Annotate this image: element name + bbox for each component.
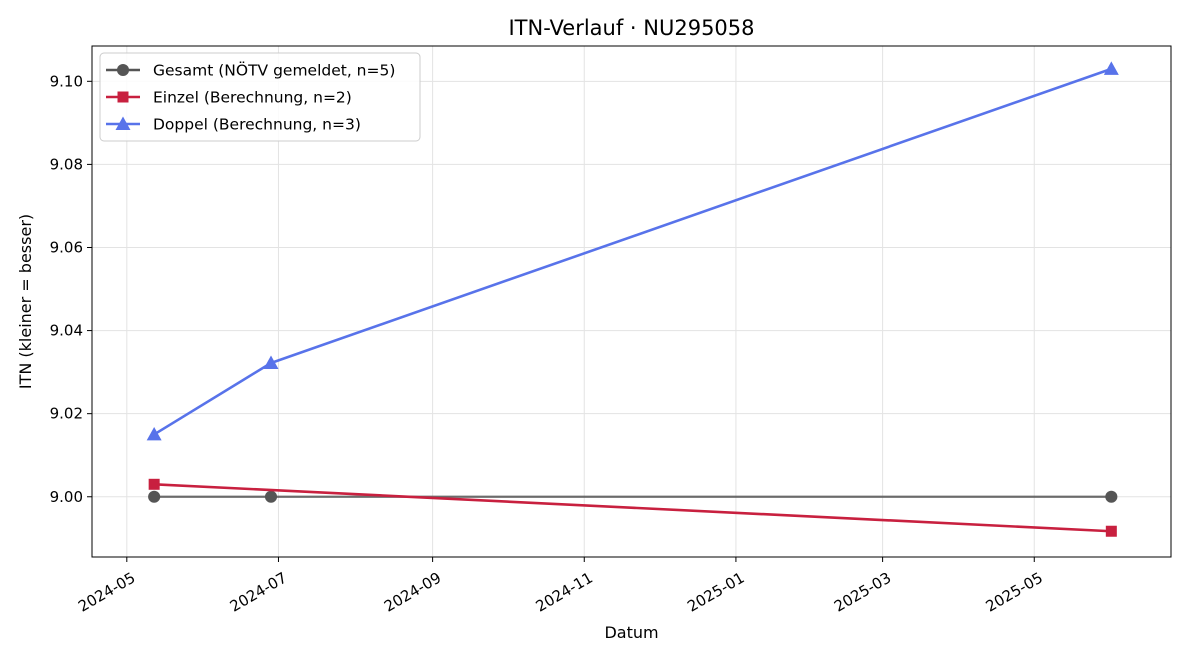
legend-swatch-marker <box>117 91 129 103</box>
series-2 <box>148 478 1117 537</box>
y-tick-label: 9.10 <box>50 72 83 90</box>
data-point <box>1103 61 1119 75</box>
chart-title: ITN-Verlauf · NU295058 <box>508 16 754 40</box>
legend-label: Gesamt (NÖTV gemeldet, n=5) <box>153 61 395 80</box>
legend-swatch-marker <box>116 63 130 77</box>
legend-box <box>99 52 421 142</box>
y-axis-title: ITN (kleiner = besser) <box>16 214 35 389</box>
data-point <box>264 490 278 503</box>
legend-swatch-marker <box>115 116 131 130</box>
y-tick-label: 9.02 <box>50 405 83 423</box>
data-point <box>146 426 162 441</box>
x-axis-title: Datum <box>604 623 658 642</box>
legend-entry: Einzel (Berechnung, n=2) <box>106 89 352 107</box>
series-1 <box>148 490 1118 503</box>
legend-entry: Gesamt (NÖTV gemeldet, n=5) <box>106 61 395 80</box>
y-tick-label: 9.04 <box>50 322 83 340</box>
y-tick-label: 9.08 <box>50 155 83 173</box>
legend-label: Einzel (Berechnung, n=2) <box>153 89 352 107</box>
legend: Gesamt (NÖTV gemeldet, n=5) Einzel (Berec… <box>99 52 421 142</box>
legend-label: Doppel (Berechnung, n=3) <box>153 116 361 134</box>
series-layer <box>146 61 1119 537</box>
data-point <box>263 355 279 369</box>
series-line <box>154 482 1112 533</box>
data-point <box>148 490 161 503</box>
plot-frame <box>91 45 1172 558</box>
data-point <box>148 478 160 490</box>
legend-entry: Doppel (Berechnung, n=3) <box>106 116 361 134</box>
data-point <box>1105 490 1118 503</box>
y-tick-label: 9.06 <box>50 238 83 256</box>
y-tick-label: 9.00 <box>50 488 83 506</box>
series-3 <box>146 61 1119 441</box>
data-point <box>1105 525 1117 537</box>
